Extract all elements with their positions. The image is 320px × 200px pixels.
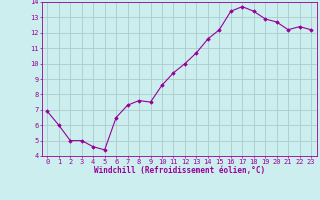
X-axis label: Windchill (Refroidissement éolien,°C): Windchill (Refroidissement éolien,°C) bbox=[94, 166, 265, 175]
